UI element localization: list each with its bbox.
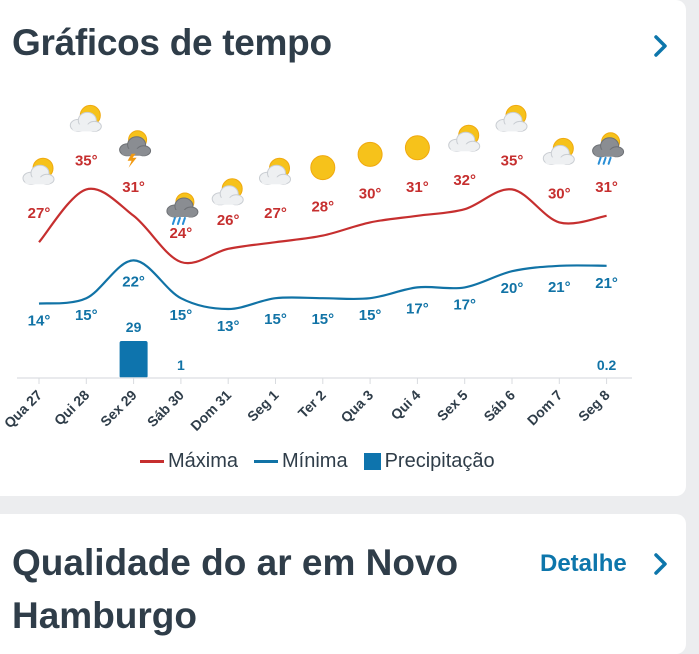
min-temp-label: 13° <box>217 318 240 335</box>
min-temp-label: 15° <box>359 307 382 324</box>
detail-link[interactable]: Detalhe <box>540 550 627 577</box>
min-temp-label: 15° <box>75 307 98 324</box>
thunderstorm-icon <box>119 130 152 168</box>
precip-label: 1 <box>177 357 185 373</box>
legend-label-min: Mínima <box>282 449 348 472</box>
max-temp-label: 27° <box>28 205 51 222</box>
x-tick-label: Sex 29 <box>97 387 140 430</box>
legend-swatch-min <box>254 459 279 463</box>
sun-rain-icon <box>592 132 625 165</box>
legend-label-max: Máxima <box>168 449 239 472</box>
x-tick-label: Qua 27 <box>1 387 45 431</box>
legend-swatch-precip <box>363 452 381 470</box>
min-temp-label: 15° <box>311 311 334 328</box>
sun-cloud-icon <box>211 178 244 206</box>
max-temp-label: 26° <box>217 212 240 229</box>
sun-cloud-icon <box>22 157 55 185</box>
max-temp-label: 32° <box>453 172 476 189</box>
legend-item-precip: Precipitação <box>363 449 495 473</box>
legend-item-max: Máxima <box>140 450 238 473</box>
min-temp-label: 21° <box>548 279 571 296</box>
max-temp-line <box>38 187 607 265</box>
sun-icon <box>404 135 430 161</box>
x-tick-label: Sex 5 <box>434 387 471 424</box>
x-tick-label: Ter 2 <box>295 387 329 421</box>
x-tick-label: Qua 3 <box>337 387 376 426</box>
max-temp-label: 30° <box>548 185 571 202</box>
sun-icon <box>357 141 383 167</box>
x-tick-label: Sáb 30 <box>144 387 187 430</box>
charts-title: Gráficos de tempo <box>12 22 332 63</box>
max-temp-label: 31° <box>122 179 145 196</box>
weather-charts-card <box>0 0 686 496</box>
legend-label-precip: Precipitação <box>384 449 495 472</box>
x-tick-label: Qui 4 <box>387 387 423 423</box>
sun-cloud-icon <box>542 137 575 165</box>
max-temp-label: 31° <box>406 179 429 196</box>
max-temp-label: 31° <box>595 179 618 196</box>
precip-label: 0.2 <box>597 357 617 373</box>
min-temp-line <box>38 259 607 311</box>
air-quality-card <box>0 514 686 654</box>
sun-cloud-icon <box>69 104 102 132</box>
min-temp-label: 17° <box>406 300 429 317</box>
max-temp-label: 28° <box>311 199 334 216</box>
sun-cloud-icon <box>495 104 528 132</box>
chevron-right-icon[interactable] <box>652 552 670 576</box>
min-temp-label: 21° <box>595 275 618 292</box>
max-temp-label: 27° <box>264 205 287 222</box>
sun-cloud-icon <box>448 124 481 152</box>
x-tick-label: Seg 8 <box>575 387 613 425</box>
max-temp-label: 35° <box>75 152 98 169</box>
precip-label: 29 <box>126 319 142 335</box>
max-temp-label: 30° <box>359 185 382 202</box>
x-tick-label: Qui 28 <box>51 387 93 429</box>
sun-rain-icon <box>166 192 199 225</box>
x-tick-label: Dom 7 <box>524 387 566 429</box>
min-temp-label: 15° <box>170 307 193 324</box>
legend-swatch-max <box>140 459 164 463</box>
min-temp-label: 20° <box>501 280 524 297</box>
chevron-right-icon[interactable] <box>652 34 670 58</box>
chart-legend: Máxima Mínima Precipitação <box>140 448 511 474</box>
sun-cloud-icon <box>259 157 291 185</box>
x-tick-label: Sáb 6 <box>480 387 518 425</box>
x-tick-label: Seg 1 <box>244 387 282 425</box>
min-temp-label: 22° <box>122 273 145 290</box>
weather-chart: 27°35°31°24°26° 27° 28°30° 31° 32°35°30° 31° … <box>1 104 632 434</box>
max-temp-label: 24° <box>170 225 193 242</box>
air-quality-title: Qualidade do ar em Novo Hamburgo <box>12 542 459 636</box>
legend-item-min: Mínima <box>254 450 348 473</box>
min-temp-label: 14° <box>28 313 51 330</box>
sun-icon <box>310 155 336 181</box>
min-temp-label: 15° <box>264 311 287 328</box>
min-temp-label: 17° <box>453 296 476 313</box>
max-temp-label: 35° <box>501 152 524 169</box>
precip-bar <box>119 341 148 378</box>
x-tick-label: Dom 31 <box>187 387 234 434</box>
